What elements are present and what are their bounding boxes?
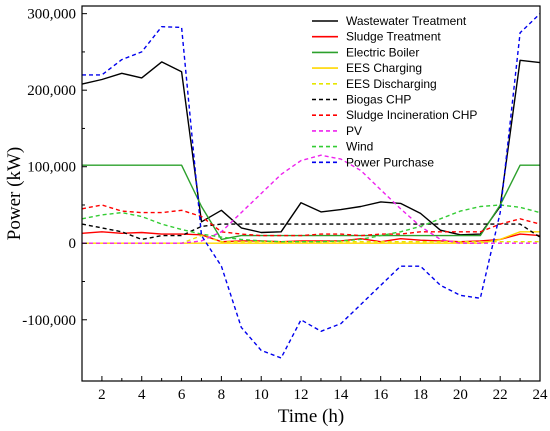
x-tick-label: 22 bbox=[493, 387, 508, 403]
series-layer bbox=[81, 13, 541, 359]
x-tick-label: 18 bbox=[413, 387, 428, 403]
x-tick-label: 24 bbox=[533, 387, 549, 403]
legend-label-ees-discharging: EES Discharging bbox=[346, 77, 437, 91]
series-line-power-purchase bbox=[82, 13, 541, 359]
series-line-sludge-incineration-chp bbox=[81, 204, 541, 237]
series-line-electric-boiler bbox=[82, 164, 540, 241]
x-tick-label: 6 bbox=[178, 387, 186, 403]
y-tick-label: 300,000 bbox=[27, 7, 76, 23]
legend-label-sludge-incineration-chp: Sludge Incineration CHP bbox=[346, 108, 477, 122]
y-tick-label: 200,000 bbox=[27, 83, 76, 99]
series-line-wastewater-treatment bbox=[81, 59, 541, 236]
x-tick-label: 20 bbox=[453, 387, 468, 403]
series-line-biogas-chp bbox=[81, 223, 541, 241]
x-tick-label: 2 bbox=[98, 387, 106, 403]
x-tick-label: 16 bbox=[373, 387, 389, 403]
x-axis-title: Time (h) bbox=[278, 406, 344, 427]
legend-label-wind: Wind bbox=[346, 140, 373, 154]
legend-label-sludge-treatment: Sludge Treatment bbox=[346, 30, 441, 44]
y-axis: -100,000 0 100,000 200,000 300,000 bbox=[22, 7, 87, 329]
y-tick-label: 0 bbox=[69, 236, 77, 252]
series-line-wind bbox=[81, 204, 541, 243]
legend-label-ees-charging: EES Charging bbox=[346, 61, 422, 75]
legend-label-pv: PV bbox=[346, 124, 362, 138]
series-line-sludge-treatment bbox=[81, 231, 541, 243]
series-line-pv bbox=[82, 154, 540, 244]
x-axis: 2 4 6 8 10 12 14 16 18 20 22 24 bbox=[81, 376, 549, 403]
y-axis-title: Power (kW) bbox=[4, 147, 25, 240]
legend-label-power-purchase: Power Purchase bbox=[346, 155, 434, 169]
y-tick-label: 100,000 bbox=[27, 160, 76, 176]
plot-frame bbox=[81, 5, 541, 382]
x-tick-label: 12 bbox=[294, 387, 309, 403]
x-tick-label: 10 bbox=[254, 387, 269, 403]
y-tick-label: -100,000 bbox=[22, 313, 76, 329]
legend-label-biogas-chp: Biogas CHP bbox=[346, 93, 411, 107]
legend-label-electric-boiler: Electric Boiler bbox=[346, 45, 419, 59]
legend: Wastewater Treatment Sludge TreatmentElec… bbox=[312, 14, 477, 169]
legend-label-wastewater-treatment: Wastewater Treatment bbox=[346, 14, 467, 28]
x-tick-label: 4 bbox=[138, 387, 146, 403]
x-tick-label: 14 bbox=[333, 387, 349, 403]
x-tick-label: 8 bbox=[218, 387, 226, 403]
